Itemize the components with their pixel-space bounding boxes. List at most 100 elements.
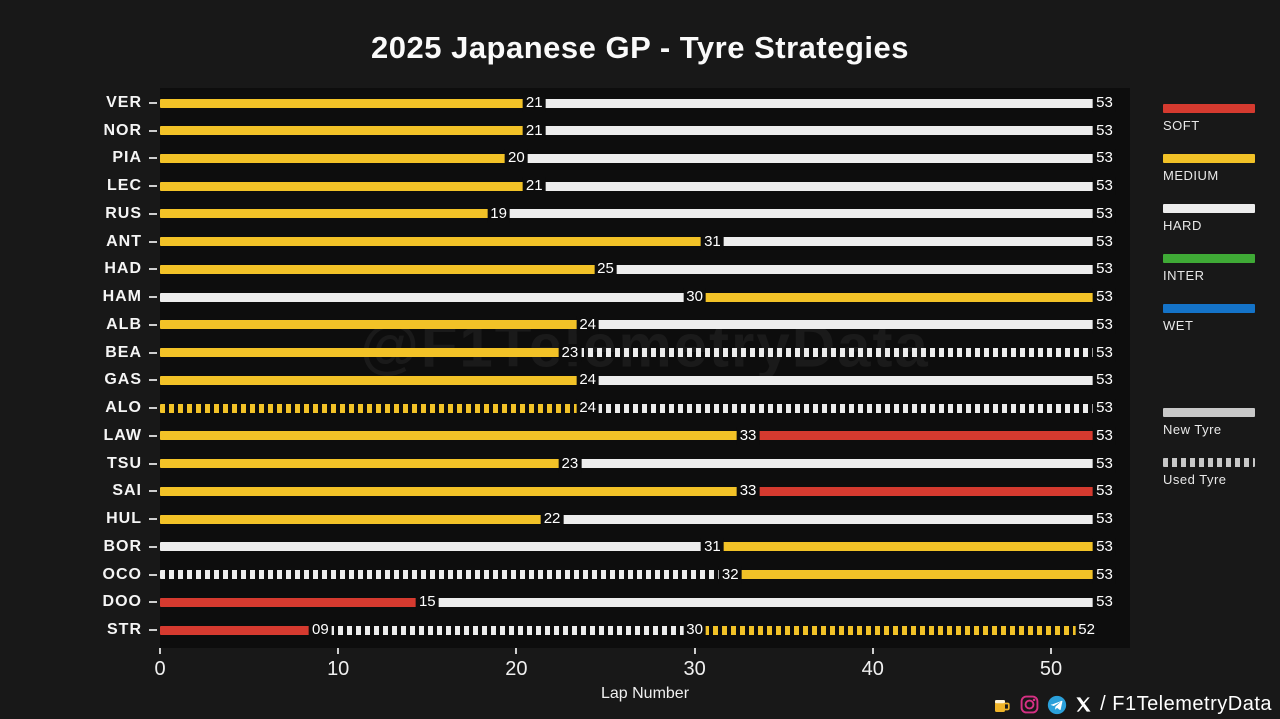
- y-tick: [149, 407, 157, 410]
- stint-end-lap: 24: [576, 371, 600, 390]
- stint-end-lap: 21: [522, 177, 546, 196]
- legend-label: WET: [1163, 318, 1194, 333]
- driver-label-ver: VER: [106, 94, 142, 111]
- legend-swatch-solid: [1163, 408, 1255, 417]
- legend-gap: [1163, 354, 1275, 408]
- y-tick: [149, 601, 157, 604]
- stint-end-lap: 15: [415, 593, 439, 612]
- stint-bar-medium-new: [160, 348, 570, 358]
- driver-label-doo: DOO: [102, 593, 142, 611]
- stint-end-lap: 53: [1093, 121, 1116, 140]
- stint-end-lap: 23: [558, 454, 582, 473]
- stint-bar-hard-new: [569, 459, 1105, 469]
- legend-swatch-inter: [1163, 254, 1255, 263]
- legend-conditions: New Tyre Used Tyre: [1163, 408, 1275, 488]
- stint-end-lap: 52: [1075, 621, 1098, 640]
- stint-end-lap: 53: [1093, 343, 1116, 362]
- y-tick: [149, 157, 157, 160]
- driver-label-law: LAW: [103, 426, 142, 444]
- stint-end-lap: 09: [309, 621, 332, 640]
- stint-bar-medium-new: [160, 126, 535, 136]
- legend-swatch-dashed: [1163, 458, 1255, 467]
- x-tick-mark: [1050, 648, 1052, 654]
- stint-end-lap: 25: [594, 260, 617, 279]
- y-tick: [149, 268, 157, 271]
- driver-label-str: STR: [107, 621, 142, 639]
- stint-end-lap: 53: [1093, 94, 1116, 112]
- stint-end-lap: 21: [522, 94, 546, 112]
- stint-end-lap: 53: [1093, 454, 1116, 473]
- driver-label-ham: HAM: [102, 288, 142, 306]
- legend-item-wet: WET: [1163, 304, 1275, 334]
- stint-end-lap: 30: [683, 288, 706, 307]
- driver-label-nor: NOR: [103, 121, 142, 139]
- driver-label-oco: OCO: [102, 565, 142, 583]
- stint-bar-soft-new: [748, 431, 1105, 441]
- stint-bar-medium-new: [160, 514, 553, 524]
- stint-bar-hard-new: [712, 237, 1105, 247]
- driver-label-hul: HUL: [106, 510, 142, 528]
- y-tick: [149, 185, 157, 188]
- y-tick: [149, 351, 157, 354]
- legend-item-hard: HARD: [1163, 204, 1275, 234]
- stint-end-lap: 53: [1093, 510, 1116, 529]
- x-icon: [1075, 696, 1092, 713]
- telegram-icon: [1047, 695, 1067, 715]
- stint-bar-hard-new: [587, 320, 1105, 330]
- x-tick-mark: [337, 648, 340, 654]
- stint-bar-soft-new: [160, 597, 428, 607]
- stint-end-lap: 53: [1093, 204, 1116, 223]
- stint-bar-medium-new: [160, 264, 606, 274]
- y-tick: [149, 518, 157, 521]
- driver-label-bea: BEA: [105, 343, 142, 361]
- stint-bar-medium-used: [160, 403, 588, 413]
- stint-end-lap: 21: [522, 121, 546, 140]
- driver-label-pia: PIA: [112, 149, 142, 167]
- x-tick-label: 10: [327, 658, 350, 680]
- stint-end-lap: 53: [1093, 399, 1116, 418]
- stint-end-lap: 53: [1093, 593, 1116, 612]
- stint-end-lap: 53: [1093, 288, 1116, 307]
- stint-bar-hard-new: [534, 181, 1105, 191]
- stint-end-lap: 53: [1093, 371, 1116, 390]
- stint-end-lap: 30: [683, 621, 706, 640]
- legend-label: SOFT: [1163, 118, 1200, 133]
- x-tick-mark: [871, 648, 874, 654]
- legend-label: Used Tyre: [1163, 472, 1227, 487]
- stint-end-lap: 22: [540, 510, 564, 529]
- legend-label: HARD: [1163, 218, 1202, 233]
- x-tick-label: 40: [861, 658, 884, 680]
- stint-bar-hard-new: [534, 98, 1105, 108]
- stint-bar-hard-new: [534, 126, 1105, 136]
- stint-bar-hard-used: [587, 403, 1105, 413]
- stint-bar-medium-used: [694, 625, 1087, 635]
- y-tick: [149, 296, 157, 299]
- stint-end-lap: 31: [701, 232, 724, 251]
- stint-bar-hard-new: [427, 597, 1105, 607]
- stint-bar-hard-used: [160, 570, 731, 580]
- legend-item-medium: MEDIUM: [1163, 154, 1275, 184]
- driver-label-bor: BOR: [103, 537, 142, 555]
- stint-end-lap: 24: [576, 399, 600, 418]
- y-tick: [149, 379, 157, 382]
- stint-bar-hard-used: [569, 348, 1105, 358]
- driver-label-alb: ALB: [106, 315, 142, 333]
- stint-bar-medium-new: [160, 431, 749, 441]
- footer-social-bar: / F1TelemetryData: [992, 693, 1272, 716]
- y-tick: [149, 129, 157, 132]
- x-tick-label: 20: [505, 658, 528, 680]
- stint-bar-hard-used: [320, 625, 695, 635]
- legend-swatch-medium: [1163, 154, 1255, 163]
- footer-handle: / F1TelemetryData: [1100, 693, 1272, 715]
- legend-swatch-hard: [1163, 204, 1255, 213]
- stint-end-lap: 33: [736, 426, 760, 445]
- driver-label-alo: ALO: [105, 399, 142, 417]
- x-tick-mark: [515, 648, 518, 654]
- stint-end-lap: 23: [558, 343, 582, 362]
- x-tick-label: 30: [683, 658, 706, 680]
- driver-label-sai: SAI: [112, 482, 142, 500]
- stint-end-lap: 32: [718, 565, 742, 584]
- x-tick-mark: [159, 648, 161, 654]
- y-tick: [149, 545, 157, 548]
- legend-swatch-wet: [1163, 304, 1255, 313]
